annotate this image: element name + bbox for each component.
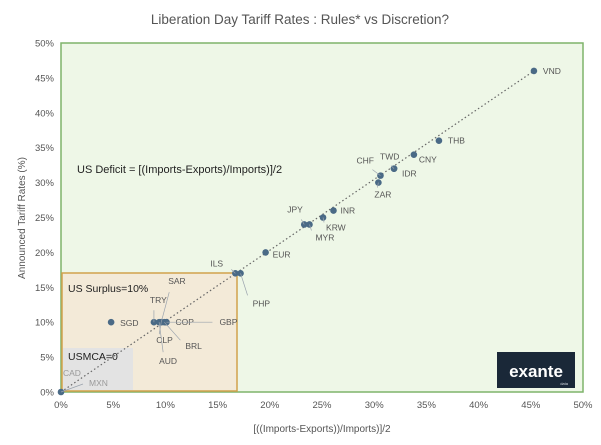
leader-line-aud xyxy=(158,322,164,353)
leader-line-twd xyxy=(390,165,395,169)
data-point-cny xyxy=(410,151,418,158)
leader-line-zar xyxy=(377,182,379,188)
leader-line-jpy xyxy=(300,219,305,225)
leader-line-myr xyxy=(309,224,312,231)
y-tick-label: 50% xyxy=(35,39,55,50)
y-tick-label: 20% xyxy=(35,248,55,259)
chart-title: Liberation Day Tariff Rates : Rules* vs … xyxy=(151,12,449,27)
point-label-chf: CHF xyxy=(356,156,373,166)
data-point-thb xyxy=(435,137,443,145)
leader-line-sar xyxy=(160,292,170,323)
data-point-sgd xyxy=(107,318,115,326)
y-tick-label: 35% xyxy=(35,143,55,154)
x-tick-label: 25% xyxy=(312,400,332,411)
point-label-vnd: VND xyxy=(543,66,561,76)
point-label-eur: EUR xyxy=(273,249,291,259)
y-tick-label: 45% xyxy=(35,73,55,84)
usmca-annotation: USMCA=0 xyxy=(68,351,118,363)
point-label-twd: TWD xyxy=(380,152,399,162)
x-tick-label: 20% xyxy=(260,400,280,411)
y-tick-label: 0% xyxy=(40,388,54,399)
us-surplus-annotation: US Surplus=10% xyxy=(68,283,148,295)
point-label-clp: CLP xyxy=(156,335,173,345)
point-label-krw: KRW xyxy=(326,223,346,233)
point-label-idr: IDR xyxy=(402,169,417,179)
y-tick-label: 15% xyxy=(35,283,55,294)
y-tick-label: 40% xyxy=(35,108,55,119)
logo-text: exante xyxy=(509,362,563,381)
point-label-sgd: SGD xyxy=(120,318,138,328)
logo-background xyxy=(497,352,575,388)
point-label-mxn: MXN xyxy=(89,378,108,388)
x-tick-label: 30% xyxy=(365,400,385,411)
y-tick-label: 10% xyxy=(35,318,55,329)
x-tick-label: 15% xyxy=(208,400,228,411)
x-axis-label: [((Imports-Exports))/Imports)]/2 xyxy=(253,424,391,435)
x-tick-label: 0% xyxy=(54,400,68,411)
x-tick-label: 45% xyxy=(521,400,541,411)
leader-line-ils xyxy=(231,269,236,274)
point-label-cny: CNY xyxy=(419,155,437,165)
point-label-gbp: GBP xyxy=(219,317,237,327)
point-label-php: PHP xyxy=(253,298,271,308)
point-label-myr: MYR xyxy=(315,232,334,242)
logo-subtext: data xyxy=(560,381,569,386)
x-tick-label: 35% xyxy=(417,400,437,411)
x-axis-ticks: 0% 5% 10% 15% 20% 25% 30% 35% 40% 45% 50% xyxy=(54,400,593,411)
data-point-inr xyxy=(330,207,337,214)
point-label-brl: BRL xyxy=(185,341,202,351)
data-point-vnd xyxy=(530,67,538,75)
point-label-ils: ILS xyxy=(210,258,223,268)
us-deficit-annotation: US Deficit = [(Imports-Exports)/Imports)… xyxy=(77,164,282,176)
leader-line-mxn xyxy=(60,383,84,393)
point-label-jpy: JPY xyxy=(287,204,303,214)
x-tick-label: 40% xyxy=(469,400,489,411)
x-tick-label: 10% xyxy=(156,400,176,411)
y-tick-label: 25% xyxy=(35,213,55,224)
x-tick-label: 5% xyxy=(106,400,120,411)
point-label-cad: CAD xyxy=(63,368,81,378)
y-axis-ticks: 0% 5% 10% 15% 20% 25% 30% 35% 40% 45% 50% xyxy=(35,39,55,399)
data-point-eur xyxy=(262,249,269,256)
point-label-thb: THB xyxy=(448,136,465,146)
point-label-sar: SAR xyxy=(168,276,185,286)
point-label-try: TRY xyxy=(150,295,167,305)
y-tick-label: 30% xyxy=(35,178,55,189)
y-axis-label: Announced Tariff Rates (%) xyxy=(17,157,28,279)
exante-logo: exante data xyxy=(497,352,575,388)
point-label-inr: INR xyxy=(340,206,355,216)
data-point-zar xyxy=(375,179,382,186)
leader-line-php xyxy=(240,273,248,296)
leader-line-chf xyxy=(372,169,381,176)
trendline xyxy=(60,70,535,393)
leader-line-krw xyxy=(322,217,325,223)
point-label-zar: ZAR xyxy=(374,190,391,200)
leader-line-brl xyxy=(164,321,181,341)
x-tick-label: 50% xyxy=(573,400,593,411)
y-tick-label: 5% xyxy=(40,353,54,364)
point-label-aud: AUD xyxy=(159,356,177,366)
